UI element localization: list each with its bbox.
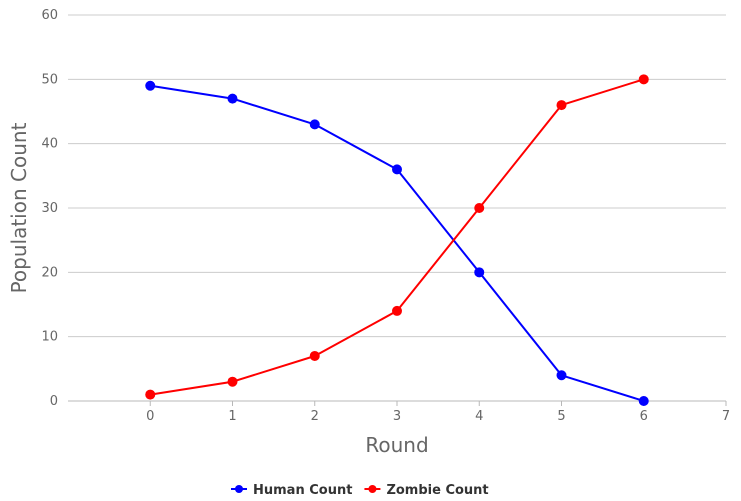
y-tick-label: 20 [41,265,58,280]
human-count-point[interactable] [474,267,485,278]
x-tick-label: 2 [311,409,319,424]
x-tick-label: 5 [557,409,565,424]
series-layer [145,74,649,406]
zombie-count-point[interactable] [392,305,402,316]
x-tick-label: 4 [475,409,483,424]
human-count-line [150,84,645,402]
zombie-count-point[interactable] [145,389,156,400]
human-count-point[interactable] [309,119,320,130]
legend-label: Human Count [253,483,352,498]
y-tick-label: 30 [41,201,58,216]
x-axis: 0 1 2 3 4 5 6 7 [146,401,730,424]
legend: Human Count Zombie Count [231,483,489,498]
x-tick-label: 0 [146,409,154,424]
legend-item-human-count[interactable]: Human Count [231,483,352,498]
legend-swatch-marker [368,485,377,493]
human-count-series [145,80,649,406]
x-tick-label: 3 [393,409,401,424]
legend-label: Zombie Count [386,483,488,498]
zombie-count-point[interactable] [309,350,320,361]
y-tick-label: 60 [41,8,58,23]
human-count-point[interactable] [227,93,238,104]
gridlines [68,14,726,402]
x-tick-label: 7 [722,409,730,424]
zombie-count-point[interactable] [556,100,567,111]
y-tick-label: 10 [41,330,58,345]
legend-swatch-marker [235,485,243,493]
zombie-count-point[interactable] [474,203,485,213]
legend-item-zombie-count[interactable]: Zombie Count [364,483,489,498]
y-tick-label: 0 [50,394,58,409]
zombie-count-line [150,78,645,396]
human-count-point[interactable] [638,396,649,406]
x-tick-label: 1 [228,409,236,424]
zombie-count-series [145,74,649,400]
x-tick-label: 6 [640,409,648,424]
zombie-count-point[interactable] [227,376,238,387]
y-axis-title: Population Count [7,122,31,293]
zombie-count-point[interactable] [638,74,649,85]
y-axis: 0 10 20 30 40 50 60 [41,8,58,409]
y-tick-label: 50 [41,72,58,87]
y-tick-label: 40 [41,137,58,152]
x-axis-title: Round [365,433,428,457]
human-count-point[interactable] [556,370,567,381]
human-count-point[interactable] [392,164,402,175]
human-count-point[interactable] [145,80,156,91]
